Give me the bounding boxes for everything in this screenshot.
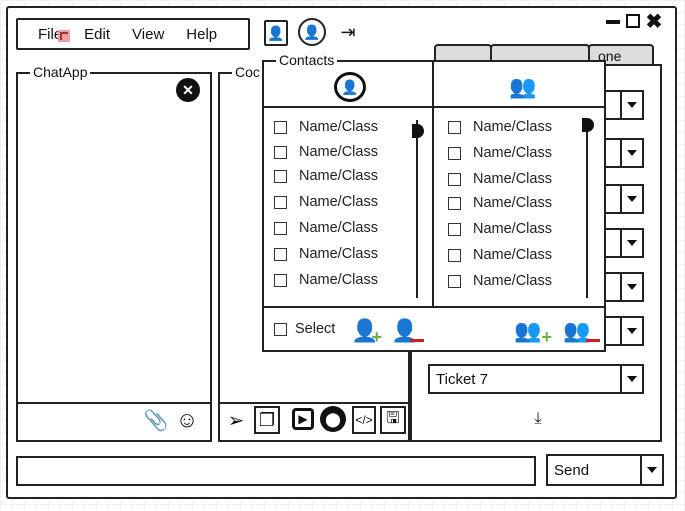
ticket-select-6[interactable] (600, 316, 644, 346)
list-item[interactable]: Name/Class (274, 168, 378, 184)
checkbox[interactable] (448, 222, 461, 236)
link-arrow-icon (58, 29, 70, 42)
chat-panel: ChatApp (16, 64, 212, 442)
code-panel-title: Coc (232, 64, 263, 80)
ticket-select-5[interactable] (600, 272, 644, 302)
list-item[interactable]: Name/Class (274, 144, 378, 160)
list-item[interactable]: Name/Class (448, 119, 552, 135)
menu-edit[interactable]: Edit (84, 25, 111, 43)
list-item[interactable]: Name/Class (448, 145, 552, 161)
ticket-select-7[interactable]: Ticket 7 (428, 364, 644, 394)
select-all-label: Select (295, 321, 336, 337)
menu-file[interactable]: File (38, 26, 70, 43)
contacts-popup: Contacts (262, 52, 606, 352)
left-scrollbar-thumb[interactable] (412, 124, 424, 138)
left-scrollbar-track[interactable] (416, 120, 418, 298)
checkbox[interactable] (274, 169, 287, 183)
checkbox[interactable] (274, 247, 287, 261)
checkbox[interactable] (448, 196, 461, 210)
paperclip-icon[interactable]: 📎 (143, 409, 169, 432)
send-button-label: Send (554, 461, 590, 479)
list-item[interactable]: Name/Class (448, 273, 552, 289)
list-item[interactable]: Name/Class (448, 171, 552, 187)
checkbox[interactable] (274, 145, 287, 159)
ticket-select-7-label: Ticket 7 (436, 370, 488, 388)
ticket-select-3[interactable] (600, 184, 644, 214)
contacts-book-icon[interactable]: 👤 (264, 20, 288, 46)
maximize-icon[interactable] (626, 14, 640, 28)
list-item[interactable]: Name/Class (274, 220, 378, 236)
ticket-select-4[interactable] (600, 228, 644, 258)
checkbox[interactable] (448, 146, 461, 160)
list-item[interactable]: Name/Class (274, 119, 378, 135)
contacts-title: Contacts (276, 52, 338, 68)
right-scrollbar-thumb[interactable] (582, 118, 594, 132)
smiley-icon[interactable]: ☺ (175, 407, 199, 432)
checkbox[interactable] (448, 274, 461, 288)
video-play-icon[interactable]: ▶ (292, 408, 314, 430)
save-icon[interactable]: 🖫 (380, 406, 406, 434)
single-user-icon[interactable]: 👤 (334, 72, 366, 102)
add-user-icon[interactable]: 👤 + (351, 318, 382, 347)
ticket-select-2[interactable] (600, 138, 644, 168)
checkbox[interactable] (274, 273, 287, 287)
add-group-icon[interactable]: 👥 + (514, 318, 552, 347)
send-options-dropdown[interactable] (640, 456, 662, 484)
close-circle-icon[interactable]: ✕ (176, 78, 200, 102)
list-item[interactable]: Name/Class (274, 194, 378, 210)
remove-user-icon[interactable]: 👤 (388, 316, 424, 346)
contacts-footer-divider (264, 306, 604, 308)
send-plane-icon[interactable]: ➢ (227, 409, 245, 432)
copy-icon[interactable]: ❐ (254, 406, 280, 434)
list-item[interactable]: Name/Class (448, 221, 552, 237)
checkbox[interactable] (274, 221, 287, 235)
checkbox[interactable] (448, 120, 461, 134)
send-button[interactable]: Send (546, 454, 664, 486)
collapse-icon[interactable]: ⤓ (534, 410, 542, 427)
checkbox[interactable] (274, 195, 287, 209)
chat-panel-title: ChatApp (30, 64, 91, 80)
checkbox[interactable] (448, 172, 461, 186)
contacts-column-divider (432, 62, 434, 306)
select-all-checkbox[interactable] (274, 322, 287, 336)
list-item[interactable]: Name/Class (448, 195, 552, 211)
menu-bar: File Edit View Help (16, 18, 250, 50)
message-input[interactable] (16, 456, 536, 486)
list-item[interactable]: Name/Class (448, 247, 552, 263)
list-item[interactable]: Name/Class (274, 272, 378, 288)
logout-icon[interactable]: ⇥ (340, 21, 356, 42)
close-icon[interactable]: ✖ (645, 10, 663, 33)
chat-footer-divider (16, 402, 212, 404)
profile-circle-icon[interactable]: 👤 (298, 18, 326, 46)
right-scrollbar-track[interactable] (586, 120, 588, 298)
ticket-select-1[interactable] (600, 90, 644, 120)
checkbox[interactable] (448, 248, 461, 262)
menu-help[interactable]: Help (186, 25, 218, 43)
checkbox[interactable] (274, 120, 287, 134)
code-footer-divider (218, 402, 410, 404)
contacts-header-divider (264, 106, 604, 108)
github-icon[interactable]: ⬤ (320, 406, 346, 432)
minimize-icon[interactable] (606, 20, 620, 24)
list-item[interactable]: Name/Class (274, 246, 378, 262)
select-all-row[interactable]: Select (274, 321, 335, 337)
menu-view[interactable]: View (132, 25, 165, 43)
group-users-icon[interactable]: 👥 (509, 74, 537, 99)
code-file-icon[interactable]: </> (352, 406, 376, 434)
remove-group-icon[interactable]: 👥 (556, 316, 600, 346)
